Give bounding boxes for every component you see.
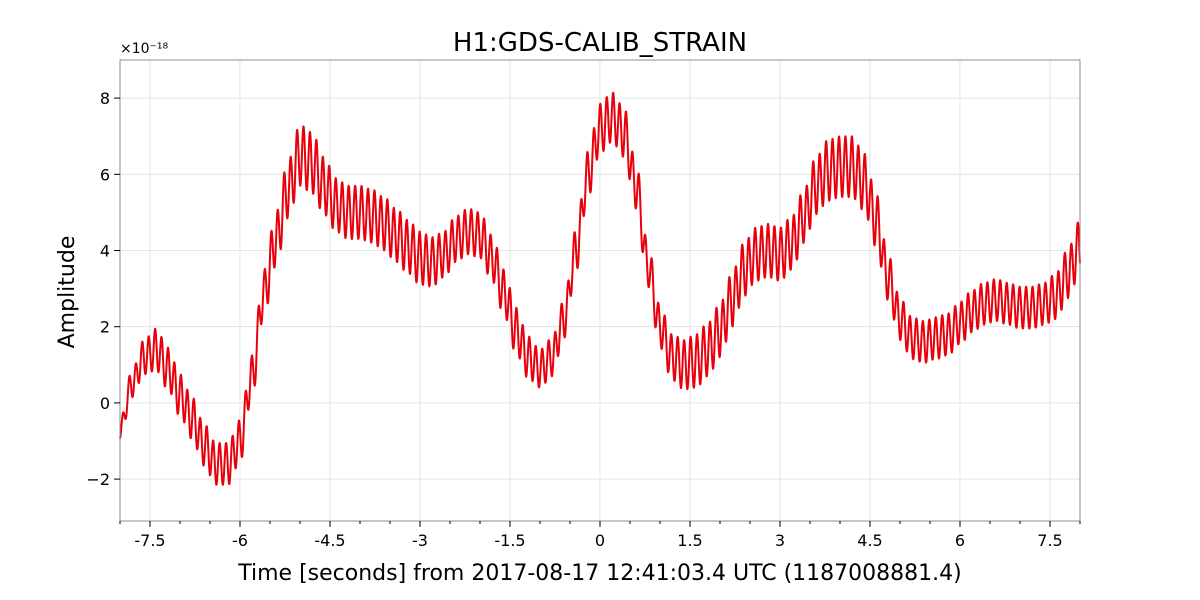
chart-title: H1:GDS-CALIB_STRAIN [453, 28, 747, 58]
x-tick-label: 0 [595, 531, 605, 550]
y-tick-label: 2 [100, 318, 110, 337]
y-tick-label: −2 [86, 470, 110, 489]
y-tick-label: 0 [100, 394, 110, 413]
x-tick-label: -3 [412, 531, 428, 550]
x-tick-label: 6 [955, 531, 965, 550]
y-tick-label: 8 [100, 89, 110, 108]
x-tick-label: 7.5 [1037, 531, 1062, 550]
y-tick-label: 4 [100, 241, 110, 260]
series-line [119, 91, 1081, 486]
x-tick-label: -7.5 [134, 531, 165, 550]
tick-layer [114, 97, 1081, 527]
x-tick-label: -1.5 [494, 531, 525, 550]
y-scale-multiplier: ×10⁻¹⁸ [120, 41, 169, 57]
y-tick-label: 6 [100, 165, 110, 184]
x-tick-label: 3 [775, 531, 785, 550]
y-axis-label: Amplitude [55, 236, 80, 349]
x-axis-label: Time [seconds] from 2017-08-17 12:41:03.… [237, 561, 961, 586]
x-tick-label: -4.5 [314, 531, 345, 550]
tick-label-layer: -7.5 -6 -4.5 -3 -1.5 0 1.5 3 4.5 6 7.5 −2 0 2 4 6 8 [86, 89, 1062, 550]
grid [120, 60, 1080, 521]
x-tick-label: 4.5 [857, 531, 882, 550]
x-tick-label: 1.5 [677, 531, 702, 550]
series-layer [119, 91, 1081, 486]
x-tick-label: -6 [232, 531, 248, 550]
